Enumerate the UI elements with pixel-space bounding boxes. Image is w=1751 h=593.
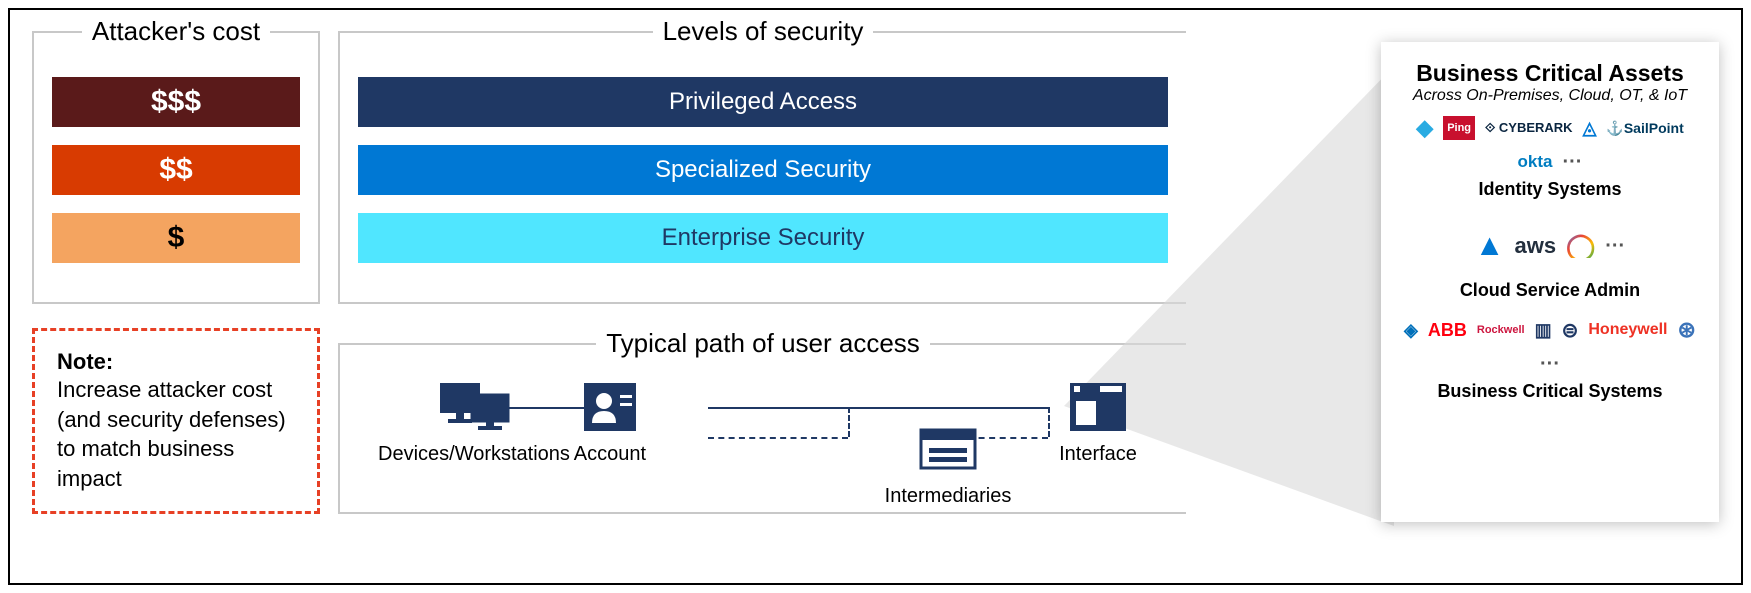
asset-logos-row: ▲ aws ◯ ··· <box>1399 216 1701 276</box>
vendor-logo: aws <box>1515 234 1557 258</box>
path-label-interface: Interface <box>1059 443 1137 466</box>
vendor-logo: ⊛ <box>1678 318 1696 342</box>
typical-path-title: Typical path of user access <box>596 328 930 359</box>
vendor-logo: ··· <box>1605 234 1625 258</box>
path-connector-dashed <box>968 437 1048 439</box>
interface-icon <box>1058 377 1138 437</box>
intermediaries-icon <box>908 419 988 479</box>
vendor-logo: Rockwell <box>1477 318 1525 342</box>
path-item-devices: Devices/Workstations <box>378 377 570 466</box>
path-row: Devices/Workstations Account <box>358 377 1168 497</box>
note-body: Increase attacker cost (and security def… <box>57 375 295 494</box>
levels-title: Levels of security <box>653 16 874 47</box>
vendor-logo: ▥ <box>1535 318 1552 342</box>
path-connector-dashed <box>848 407 850 437</box>
attackers-cost-panel: Attacker's cost $$$ $$ $ <box>32 16 320 304</box>
vendor-logo: ABB <box>1428 318 1467 342</box>
asset-group: ◈ ABB Rockwell ▥ ⊜ Honeywell ⊛ ··· Business Crit… <box>1399 317 1701 402</box>
vendor-logo: ▲ <box>1475 234 1505 258</box>
path-label-intermediaries: Intermediaries <box>848 485 1048 508</box>
path-connector-dashed <box>1048 407 1050 437</box>
cost-bar-high: $$$ <box>52 77 300 127</box>
levels-of-security-panel: Levels of security Privileged Access Spe… <box>338 16 1186 304</box>
asset-logos-row: ◈ ABB Rockwell ▥ ⊜ Honeywell ⊛ ··· <box>1399 317 1701 377</box>
path-connector <box>708 407 1048 409</box>
note-title: Note: <box>57 349 295 375</box>
vendor-logo: ⚓SailPoint <box>1606 116 1683 140</box>
level-bar-specialized: Specialized Security <box>358 145 1168 195</box>
asset-group-label: Cloud Service Admin <box>1399 280 1701 301</box>
path-label-account: Account <box>574 443 646 466</box>
typical-path-panel: Typical path of user access <box>338 328 1186 514</box>
business-critical-assets-panel: Business Critical Assets Across On-Premi… <box>1381 42 1719 522</box>
assets-title: Business Critical Assets <box>1399 60 1701 87</box>
vendor-logo: ⟐ CYBERARK <box>1485 116 1573 140</box>
path-label-devices: Devices/Workstations <box>378 443 570 466</box>
vendor-logo: Honeywell <box>1588 318 1667 342</box>
path-item-intermediaries: Intermediaries <box>848 419 1048 508</box>
vendor-logo: ◈ <box>1404 318 1418 342</box>
vendor-logo: ··· <box>1540 352 1560 376</box>
asset-group: ▲ aws ◯ ··· Cloud Service Admin <box>1399 216 1701 301</box>
asset-logos-row: ◆ Ping ⟐ CYBERARK ◬ ⚓SailPoint okta ··· <box>1399 115 1701 175</box>
assets-subtitle: Across On-Premises, Cloud, OT, & IoT <box>1399 87 1701 105</box>
vendor-logo: ··· <box>1562 150 1582 174</box>
vendor-logo: okta <box>1518 150 1553 174</box>
cost-bar-low: $ <box>52 213 300 263</box>
asset-group-label: Business Critical Systems <box>1399 381 1701 402</box>
account-icon <box>570 377 650 437</box>
level-bar-privileged: Privileged Access <box>358 77 1168 127</box>
devices-icon <box>434 377 514 437</box>
vendor-logo: ◬ <box>1583 116 1597 140</box>
level-bar-enterprise: Enterprise Security <box>358 213 1168 263</box>
diagram-frame: Attacker's cost $$$ $$ $ Levels of secur… <box>8 8 1743 585</box>
note-box: Note: Increase attacker cost (and securi… <box>32 328 320 514</box>
vendor-logo: ◯ <box>1566 234 1595 258</box>
path-item-interface: Interface <box>1058 377 1138 466</box>
cost-bar-med: $$ <box>52 145 300 195</box>
attackers-cost-title: Attacker's cost <box>82 16 270 47</box>
vendor-logo: ⊜ <box>1562 318 1579 342</box>
asset-group-label: Identity Systems <box>1399 179 1701 200</box>
vendor-logo: ◆ <box>1416 116 1433 140</box>
asset-group: ◆ Ping ⟐ CYBERARK ◬ ⚓SailPoint okta ··· Identit… <box>1399 115 1701 200</box>
vendor-logo: Ping <box>1443 116 1475 140</box>
path-item-account: Account <box>570 377 650 466</box>
path-connector-dashed <box>708 437 848 439</box>
